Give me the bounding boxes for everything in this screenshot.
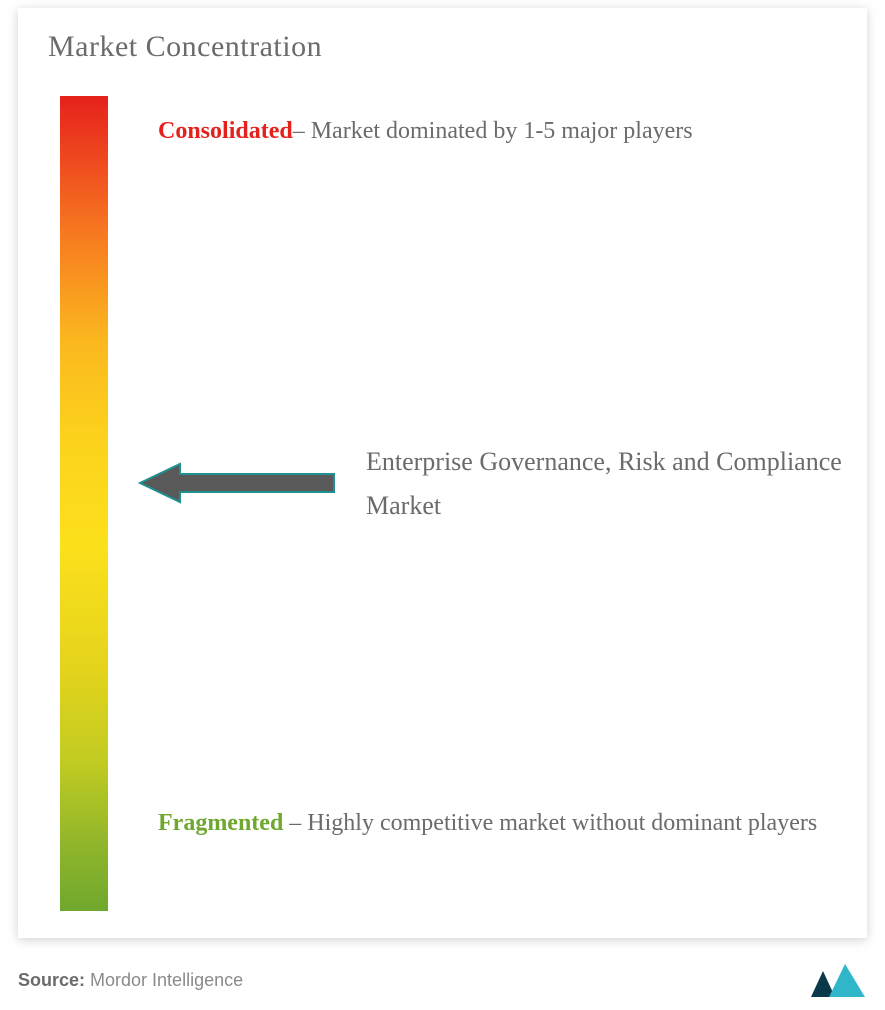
arrow-left-icon [138, 458, 338, 508]
market-name-label: Enterprise Governance, Risk and Complian… [366, 440, 867, 528]
market-pointer-arrow [138, 458, 338, 508]
mordor-logo-icon [809, 961, 867, 999]
infographic-card: Market Concentration Consolidated– Marke… [18, 8, 867, 938]
source-line: Source: Mordor Intelligence [18, 970, 243, 991]
source-name: Mordor Intelligence [90, 970, 243, 990]
source-prefix: Source: [18, 970, 90, 990]
fragmented-bold: Fragmented [158, 810, 283, 836]
consolidated-rest: – Market dominated by 1-5 major players [293, 118, 693, 144]
chart-title: Market Concentration [48, 30, 322, 64]
consolidated-label: Consolidated– Market dominated by 1-5 ma… [158, 106, 693, 156]
concentration-gradient-bar [60, 96, 108, 911]
fragmented-rest: – Highly competitive market without domi… [283, 810, 817, 836]
consolidated-bold: Consolidated [158, 118, 293, 144]
fragmented-label: Fragmented – Highly competitive market w… [158, 798, 817, 848]
footer: Source: Mordor Intelligence [18, 958, 867, 1002]
